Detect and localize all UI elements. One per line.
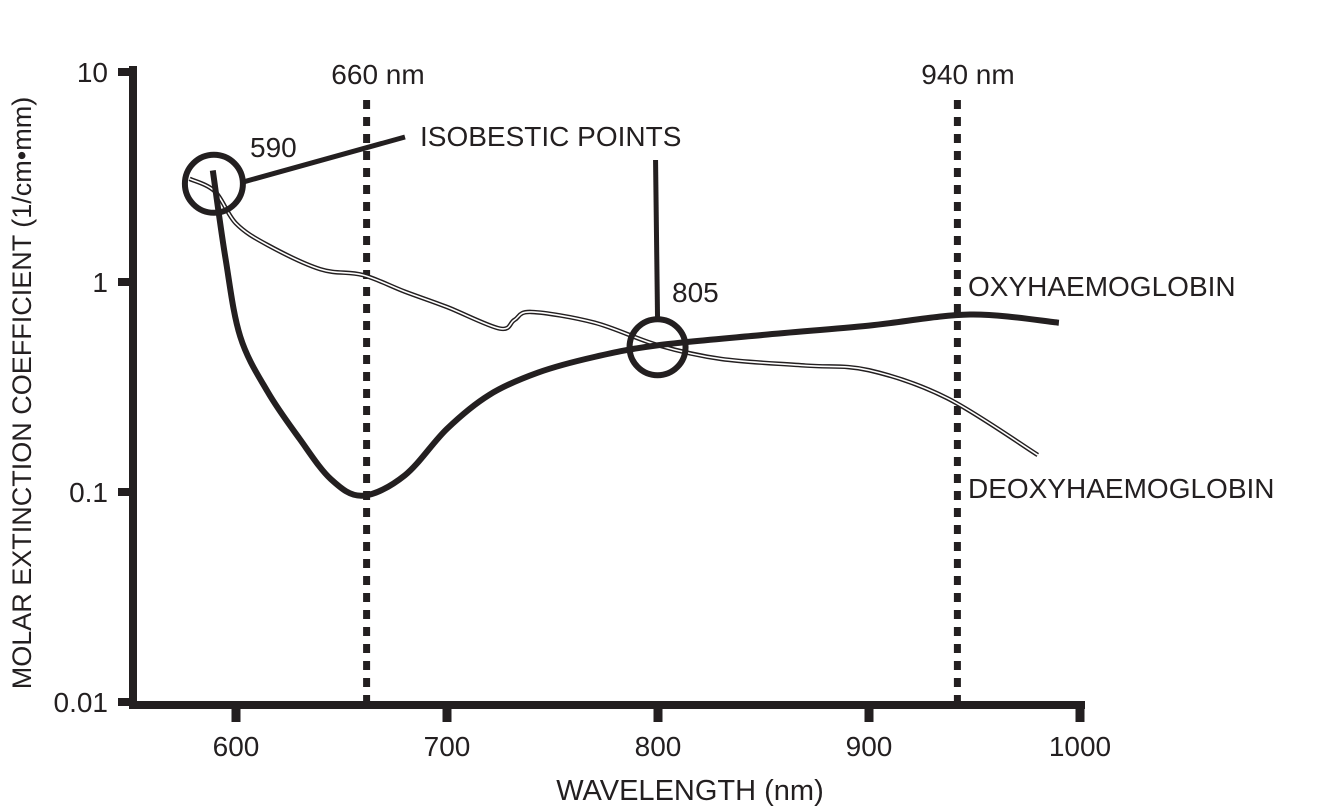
axes: 10 1 0.1 0.01 600 700 800 900 1000 [54,57,1112,762]
x-tick-label: 600 [213,731,260,762]
deoxyhaemoglobin-line-inner [189,178,1039,456]
isobestic-points-label: ISOBESTIC POINTS [420,121,681,152]
y-tick-label: 10 [77,57,108,88]
y-tick-label: 0.01 [54,687,109,718]
annotations [181,134,689,379]
wavelength-markers [363,100,961,705]
x-tick-label: 900 [846,731,893,762]
isobestic-leader-590 [243,134,406,185]
x-tick-label: 1000 [1049,731,1111,762]
x-tick-label: 700 [424,731,471,762]
isobestic-590-label: 590 [250,132,297,163]
isobestic-805-label: 805 [672,277,719,308]
isobestic-circle-590 [181,151,246,216]
y-tick-label: 0.1 [69,477,108,508]
y-axis-label: MOLAR EXTINCTION COEFFICIENT (1/cm•mm) [7,97,37,689]
labels: WAVELENGTH (nm) MOLAR EXTINCTION COEFFIC… [7,59,1275,807]
legend-deoxyhaemoglobin: DEOXYHAEMOGLOBIN [968,473,1275,504]
x-tick-label: 800 [635,731,682,762]
marker-label-940: 940 nm [921,59,1014,90]
series-lines [188,169,1060,499]
legend-oxyhaemoglobin: OXYHAEMOGLOBIN [968,271,1236,302]
x-axis-label: WAVELENGTH (nm) [556,775,823,807]
marker-label-660: 660 nm [331,59,424,90]
deoxyhaemoglobin-line-outer [188,176,1039,457]
oxyhaemoglobin-line [209,169,1060,499]
y-tick-label: 1 [92,267,108,298]
isobestic-leader-805 [653,159,661,320]
